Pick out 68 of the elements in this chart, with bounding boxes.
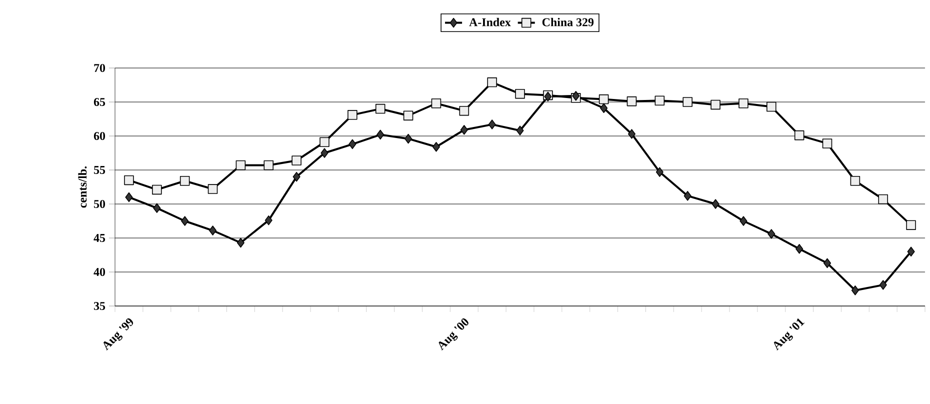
point: [796, 244, 804, 254]
point: [375, 104, 386, 114]
point: [823, 258, 832, 268]
point: [766, 102, 776, 112]
point: [404, 134, 412, 144]
point: [431, 98, 442, 108]
x-tick-label: Aug '99: [104, 318, 134, 350]
point: [181, 216, 189, 226]
point: [125, 192, 133, 202]
y-tick-label: 50: [94, 200, 106, 208]
point: [628, 129, 636, 139]
y-tick-label: 65: [94, 98, 106, 106]
point: [152, 184, 162, 195]
point: [626, 96, 637, 106]
point: [768, 229, 776, 239]
point: [656, 167, 664, 177]
point: [236, 238, 244, 248]
point: [459, 106, 470, 116]
point: [292, 156, 302, 166]
point: [516, 126, 524, 136]
point: [153, 203, 161, 213]
point: [124, 175, 134, 186]
point: [684, 190, 692, 201]
point: [682, 97, 692, 107]
point: [878, 194, 888, 204]
y-tick-label: 60: [94, 132, 106, 140]
point: [264, 215, 272, 226]
x-tick-label: Aug '00: [438, 318, 468, 350]
point: [738, 98, 748, 108]
legend-label: China 329: [542, 18, 594, 26]
point: [515, 88, 525, 99]
y-tick-label: 45: [94, 234, 106, 242]
point: [180, 176, 190, 186]
point: [236, 160, 246, 170]
point: [794, 130, 804, 140]
point: [598, 94, 609, 104]
legend-label: A-Index: [469, 18, 511, 26]
point: [654, 96, 665, 106]
point: [376, 130, 384, 140]
y-axis-title: cents/lb.: [78, 166, 87, 208]
point: [320, 148, 328, 158]
point: [710, 100, 720, 110]
point: [822, 138, 832, 148]
point: [403, 110, 414, 120]
x-tick-label: Aug '01: [774, 318, 805, 350]
point: [209, 226, 217, 236]
y-tick-label: 55: [94, 166, 106, 174]
point: [907, 246, 915, 256]
point: [208, 184, 218, 194]
point: [851, 285, 859, 296]
point: [348, 110, 358, 120]
y-tick-label: 70: [94, 64, 106, 72]
point: [740, 216, 748, 226]
point: [850, 176, 860, 186]
point: [348, 139, 356, 150]
point: [292, 172, 300, 182]
point: [264, 160, 274, 170]
point: [460, 125, 468, 135]
point: [432, 142, 440, 152]
point: [879, 280, 887, 290]
point: [320, 137, 330, 147]
y-tick-label: 35: [94, 302, 106, 310]
point: [712, 199, 720, 209]
y-tick-label: 40: [94, 268, 106, 276]
point: [488, 120, 496, 130]
point: [600, 103, 608, 113]
point: [906, 220, 916, 230]
point: [487, 77, 497, 88]
